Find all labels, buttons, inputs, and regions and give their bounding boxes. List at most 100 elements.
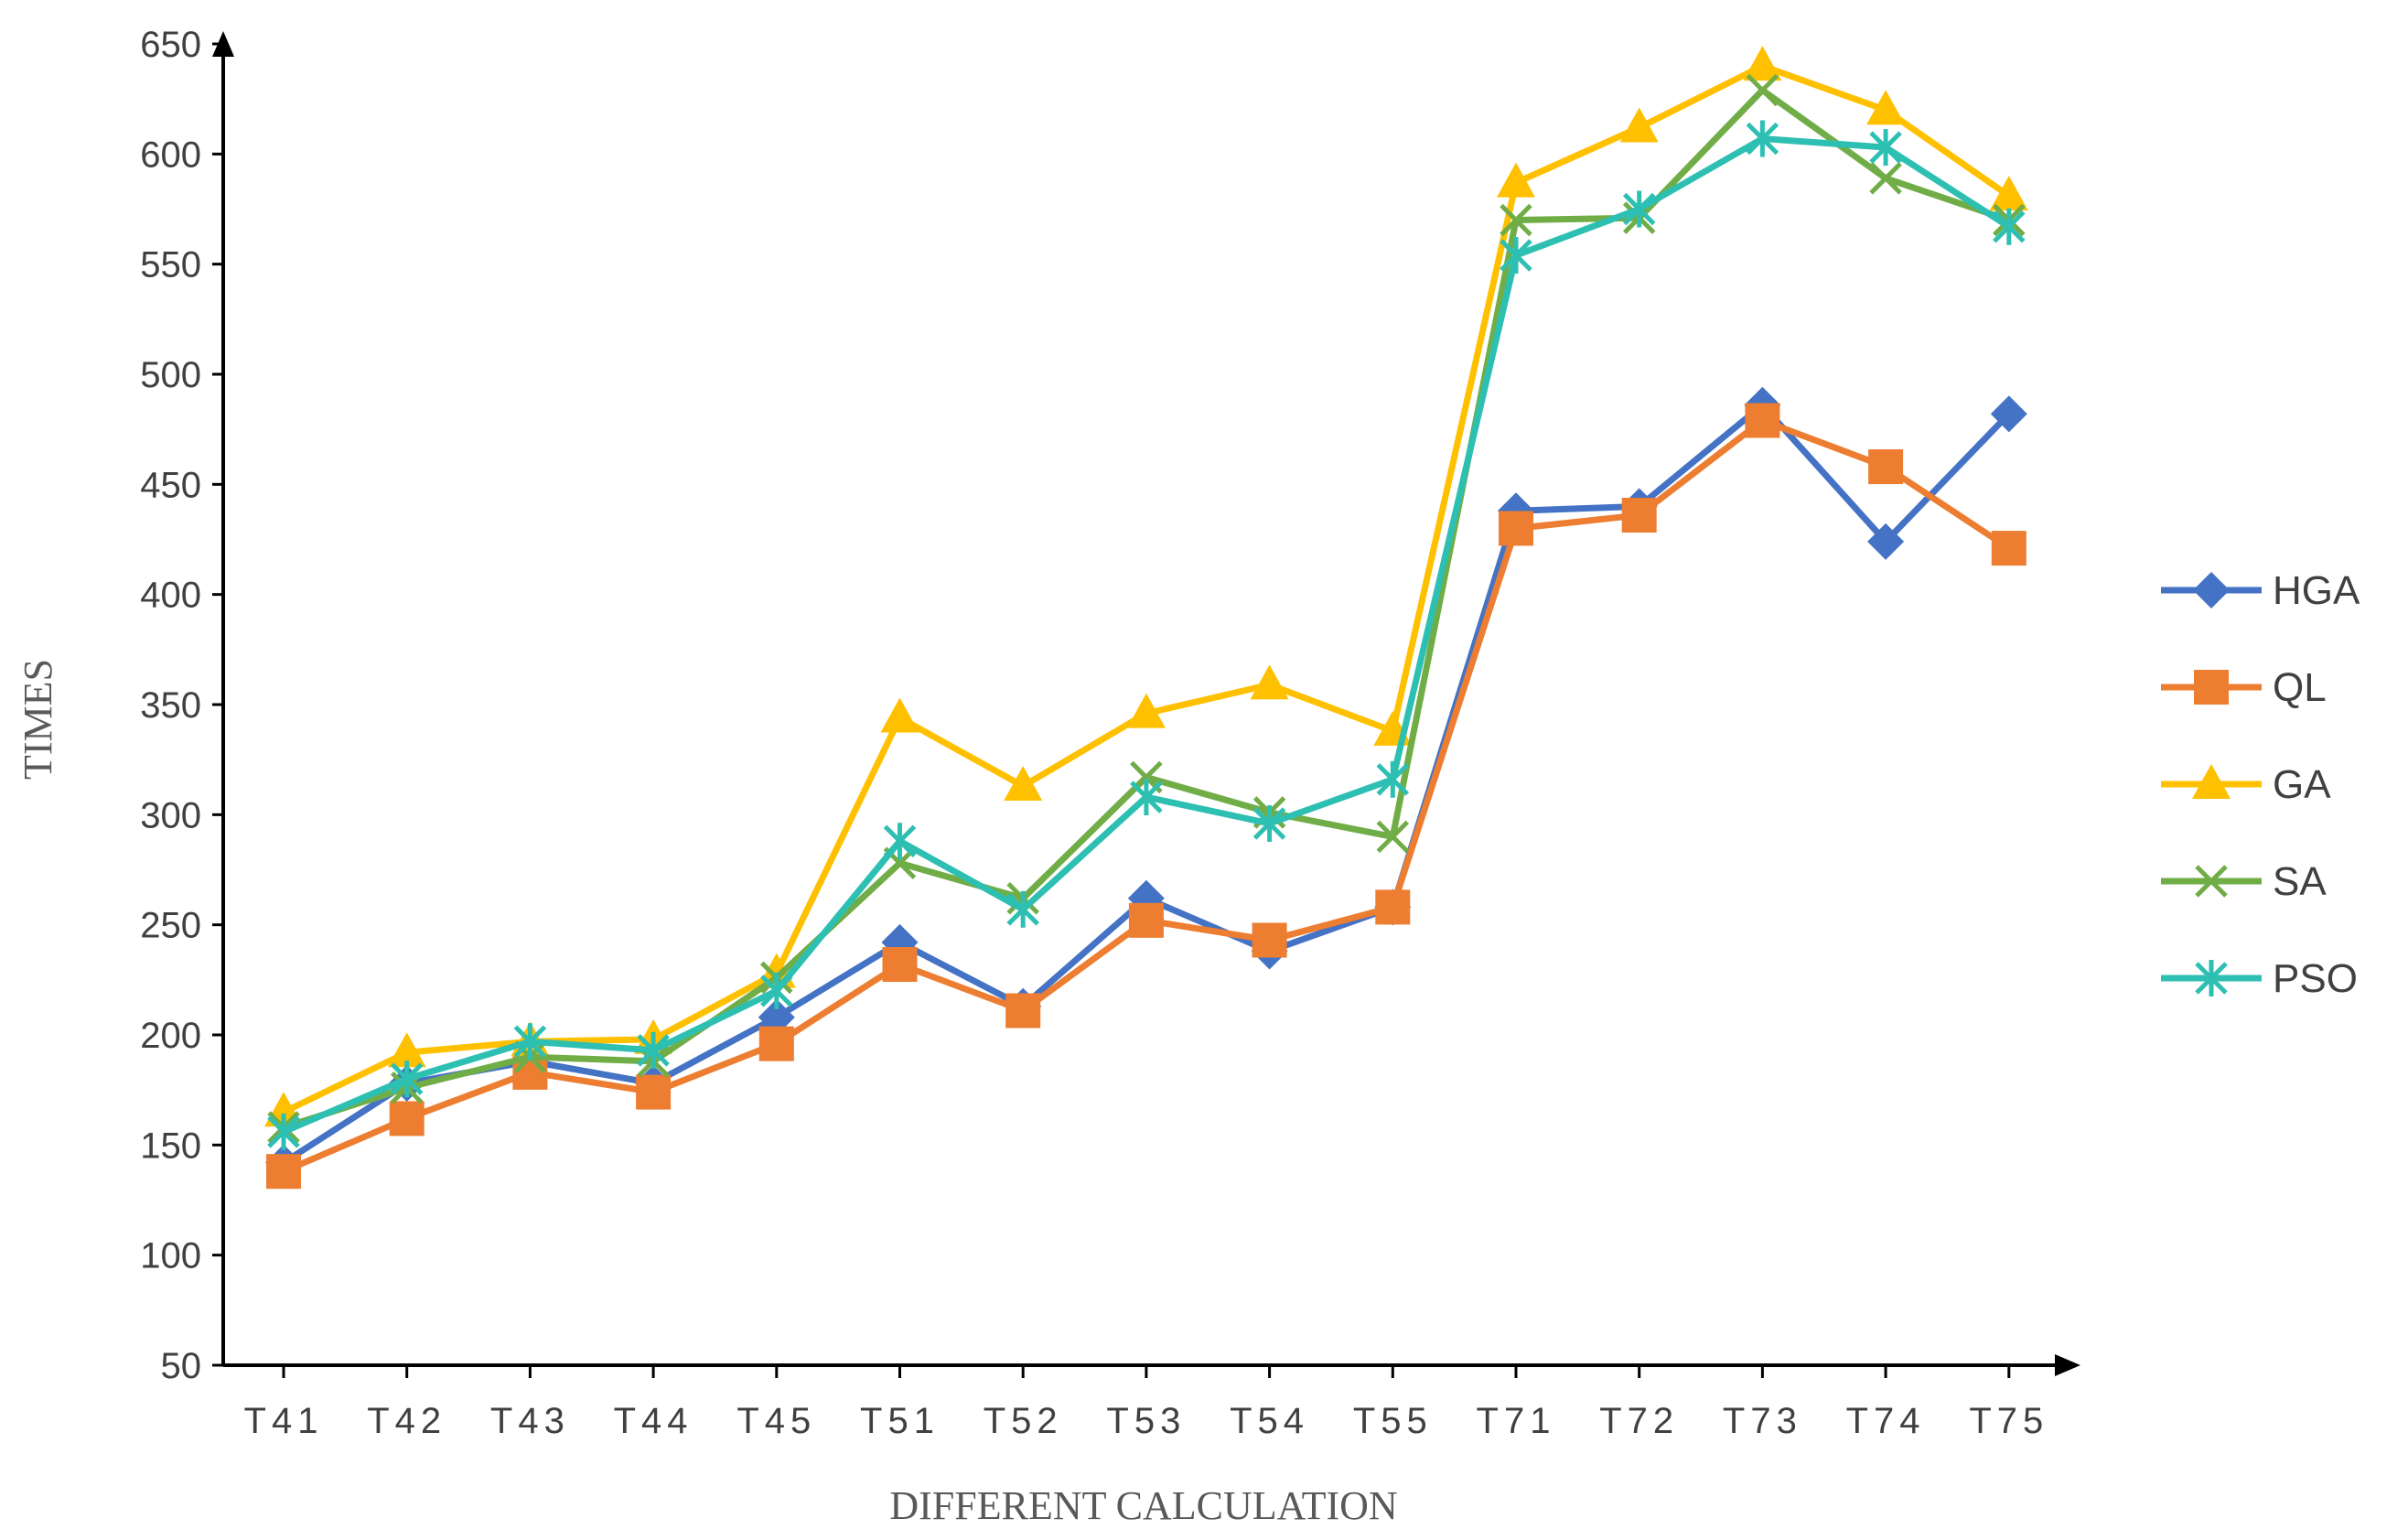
x-tick-label: T51	[860, 1401, 940, 1441]
legend-marker-ql	[2194, 670, 2229, 705]
data-point-pso	[1006, 890, 1039, 928]
data-point-ga	[387, 1032, 426, 1068]
y-tick-label: 300	[140, 795, 201, 835]
data-point-ga	[1004, 766, 1043, 802]
legend-label-sa: SA	[2273, 859, 2327, 904]
series-line-sa	[282, 87, 2010, 1131]
data-point-pso	[267, 1113, 300, 1150]
data-point-sa	[1376, 820, 1410, 854]
legend-item-hga: HGA	[2161, 568, 2360, 613]
legend-item-ql: QL	[2161, 665, 2327, 710]
y-tick-label: 100	[140, 1236, 201, 1276]
y-tick-label: 450	[140, 465, 201, 505]
data-point-ql	[1991, 531, 2026, 566]
legend-marker-hga	[2193, 572, 2230, 608]
data-point-ql	[1375, 889, 1411, 925]
data-point-ga	[880, 697, 919, 733]
data-point-pso	[1746, 120, 1779, 157]
data-point-hga	[1990, 395, 2027, 433]
data-point-pso	[1376, 760, 1410, 798]
series-line-ga	[282, 62, 2011, 1115]
legend-label-hga: HGA	[2273, 568, 2360, 613]
x-tick-label: T55	[1353, 1401, 1433, 1441]
data-point-pso	[1993, 208, 2026, 245]
legend-label-ql: QL	[2273, 665, 2327, 710]
data-point-pso	[1252, 804, 1286, 842]
data-point-sa	[1500, 203, 1532, 237]
legend-item-pso: PSO	[2161, 956, 2358, 1001]
y-tick-label: 650	[140, 25, 201, 65]
x-axis-title: DIFFERENT CALCULATION	[889, 1483, 1397, 1528]
data-point-ga	[1250, 664, 1289, 700]
data-point-pso	[513, 1023, 547, 1061]
series-pso	[267, 120, 2026, 1150]
x-tick-label: T53	[1106, 1401, 1186, 1441]
data-point-pso	[1622, 190, 1656, 228]
x-tick-label: T42	[367, 1401, 446, 1441]
x-tick-label: T72	[1599, 1401, 1679, 1441]
y-tick-label: 250	[140, 906, 201, 946]
data-point-ga	[1989, 176, 2028, 211]
data-point-pso	[1130, 779, 1163, 816]
y-tick-label: 150	[140, 1125, 201, 1166]
x-axis-arrow	[2055, 1354, 2080, 1376]
x-tick-label: T44	[614, 1401, 693, 1441]
data-point-sa	[1869, 162, 1902, 195]
legend-item-ga: GA	[2161, 762, 2331, 807]
data-point-ga	[1743, 46, 1782, 81]
data-point-ga	[1619, 107, 1659, 143]
data-point-ql	[636, 1074, 672, 1110]
series-sa	[267, 73, 2026, 1144]
y-axis-title: TIMES	[16, 659, 60, 780]
legend-item-sa: SA	[2161, 859, 2327, 904]
y-tick-label: 600	[140, 135, 201, 175]
legend: HGA QL GA SA PSO	[2161, 568, 2360, 1001]
y-tick-label: 400	[140, 576, 201, 616]
data-point-pso	[390, 1061, 424, 1098]
data-point-ql	[1005, 993, 1041, 1028]
data-point-pso	[760, 972, 793, 1009]
data-point-pso	[883, 823, 917, 860]
data-point-pso	[1500, 237, 1532, 275]
y-tick-label: 50	[161, 1346, 202, 1386]
data-point-pso	[1869, 129, 1902, 167]
data-point-pso	[637, 1031, 670, 1069]
x-tick-label: T41	[244, 1401, 324, 1441]
legend-marker-sa	[2195, 865, 2228, 898]
data-point-ga	[1126, 693, 1166, 728]
x-tick-label: T43	[490, 1401, 570, 1441]
x-tick-label: T45	[736, 1401, 816, 1441]
axes: 50 100 150 200 250 300 350 400 450 500 550 600 650 T4…	[140, 25, 2080, 1441]
data-point-ql	[1128, 902, 1164, 938]
series-ga	[264, 46, 2028, 1127]
y-tick-label: 500	[140, 355, 201, 395]
data-point-ql	[1252, 922, 1287, 958]
data-point-ql	[758, 1026, 794, 1061]
y-tick-label: 550	[140, 245, 201, 285]
x-tick-label: T54	[1230, 1401, 1309, 1441]
data-point-ql	[266, 1154, 301, 1190]
data-point-ql	[1621, 498, 1657, 533]
x-tick-label: T71	[1477, 1401, 1556, 1441]
x-tick-label: T75	[1969, 1401, 2048, 1441]
data-point-ga	[1866, 90, 1906, 125]
data-point-ql	[1868, 449, 1904, 485]
legend-label-ga: GA	[2273, 762, 2331, 807]
data-point-sa	[1746, 73, 1779, 107]
x-tick-label: T74	[1846, 1401, 1926, 1441]
series-ql	[266, 403, 2026, 1190]
x-tick-label: T73	[1723, 1401, 1802, 1441]
x-tick-label: T52	[984, 1401, 1063, 1441]
series-line-pso	[282, 135, 2011, 1136]
y-tick-label: 350	[140, 685, 201, 726]
data-point-ql	[882, 946, 918, 982]
legend-marker-pso	[2195, 960, 2228, 996]
legend-marker-ga	[2192, 764, 2231, 799]
y-tick-label: 200	[140, 1016, 201, 1056]
data-point-ql	[389, 1101, 425, 1136]
legend-label-pso: PSO	[2273, 956, 2358, 1001]
series-layer	[264, 46, 2028, 1190]
data-point-hga	[1867, 522, 1905, 560]
